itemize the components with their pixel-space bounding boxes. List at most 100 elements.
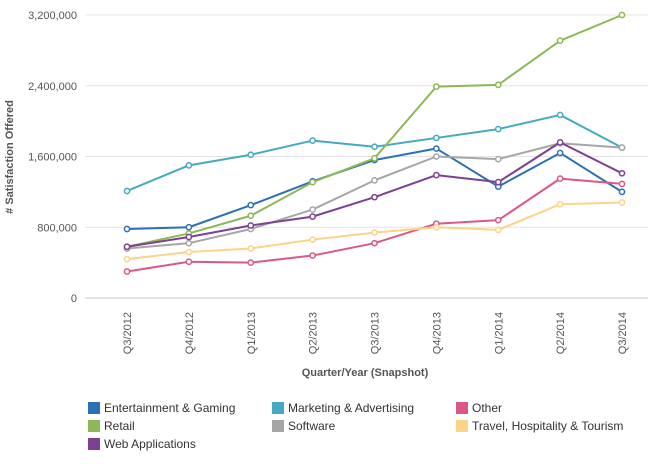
data-point [433, 171, 440, 179]
legend-swatch [456, 420, 468, 432]
data-point [309, 236, 316, 243]
data-point [309, 213, 316, 220]
grid-lines [85, 14, 648, 299]
data-point [494, 226, 502, 234]
legend-item[interactable]: Retail [88, 419, 135, 433]
data-point [123, 187, 131, 195]
data-point [247, 259, 255, 266]
y-tick-label: 2,400,000 [28, 81, 77, 93]
legend-item[interactable]: Travel, Hospitality & Tourism [456, 419, 623, 433]
data-point [309, 137, 316, 144]
data-point [371, 193, 378, 201]
x-tick-label: Q2/2013 [308, 312, 320, 354]
data-point [371, 177, 378, 184]
y-axis: 0 800,000 1,600,000 2,400,000 3,200,000 [28, 10, 77, 305]
data-point [247, 222, 255, 229]
data-point [618, 11, 626, 19]
legend-item[interactable]: Software [272, 419, 336, 433]
data-point [556, 200, 564, 208]
legend-swatch [88, 438, 100, 450]
legend-swatch [88, 420, 100, 432]
legend-item[interactable]: Web Applications [88, 437, 196, 451]
legend-label: Software [288, 419, 336, 433]
series-line [126, 177, 623, 273]
legend: Entertainment & Gaming Marketing & Advert… [88, 401, 623, 451]
data-point [371, 239, 378, 247]
legend-label: Entertainment & Gaming [104, 401, 235, 415]
data-point [618, 169, 626, 177]
legend-swatch [272, 402, 284, 414]
data-point [247, 245, 255, 252]
legend-label: Web Applications [104, 437, 196, 451]
x-tick-label: Q3/2013 [370, 312, 382, 354]
y-tick-label: 800,000 [37, 222, 77, 234]
data-point [247, 151, 255, 159]
series-lines [123, 11, 626, 275]
data-point [123, 268, 131, 275]
data-point [309, 206, 316, 213]
data-point [371, 143, 378, 151]
legend-swatch [456, 402, 468, 414]
legend-label: Retail [104, 419, 135, 433]
legend-item[interactable]: Other [456, 401, 502, 415]
series-group [123, 199, 626, 263]
x-tick-label: Q2/2014 [555, 312, 567, 354]
data-point [556, 149, 564, 157]
legend-item[interactable]: Marketing & Advertising [272, 401, 414, 415]
data-point [185, 248, 193, 256]
y-tick-label: 3,200,000 [28, 10, 77, 22]
data-point [494, 155, 502, 163]
legend-label: Other [472, 401, 502, 415]
y-tick-label: 1,600,000 [28, 152, 77, 164]
data-point [309, 252, 316, 259]
legend-item[interactable]: Entertainment & Gaming [88, 401, 235, 415]
data-point [247, 201, 255, 209]
data-point [371, 154, 378, 162]
data-point [185, 233, 193, 241]
series-group [123, 175, 626, 275]
data-point [494, 178, 502, 186]
x-tick-label: Q3/2012 [122, 312, 134, 354]
data-point [185, 223, 193, 231]
data-point [433, 83, 440, 90]
data-point [494, 81, 502, 89]
data-point [309, 178, 316, 186]
series-group [123, 11, 626, 251]
data-point [556, 175, 564, 182]
data-point [618, 199, 626, 206]
data-point [618, 144, 626, 152]
data-point [123, 255, 131, 263]
x-tick-label: Q1/2013 [246, 312, 258, 354]
data-point [494, 216, 502, 224]
legend-swatch [272, 420, 284, 432]
data-point [433, 223, 440, 231]
data-point [494, 125, 502, 133]
series-group [123, 139, 626, 251]
data-point [556, 139, 564, 146]
series-line [126, 14, 623, 248]
data-point [618, 188, 626, 196]
data-point [618, 180, 626, 188]
data-point [556, 111, 564, 119]
legend-label: Travel, Hospitality & Tourism [472, 419, 623, 433]
data-point [556, 37, 564, 44]
data-point [433, 153, 440, 160]
legend-label: Marketing & Advertising [288, 401, 414, 415]
y-axis-title: # Satisfaction Offered [4, 100, 16, 214]
data-point [185, 258, 193, 266]
data-point [433, 145, 440, 152]
data-point [123, 243, 131, 251]
data-point [123, 225, 131, 233]
data-point [371, 229, 378, 236]
data-point [247, 212, 255, 220]
data-point [185, 239, 193, 247]
legend-swatch [88, 402, 100, 414]
x-axis-title: Quarter/Year (Snapshot) [302, 367, 429, 379]
x-tick-label: Q4/2012 [184, 312, 196, 354]
data-point [433, 134, 440, 142]
x-tick-label: Q3/2014 [617, 312, 629, 354]
data-point [185, 161, 193, 169]
x-tick-label: Q1/2014 [493, 312, 505, 354]
x-axis: Q3/2012 Q4/2012 Q1/2013 Q2/2013 Q3/2013 Q4/20… [122, 312, 629, 354]
